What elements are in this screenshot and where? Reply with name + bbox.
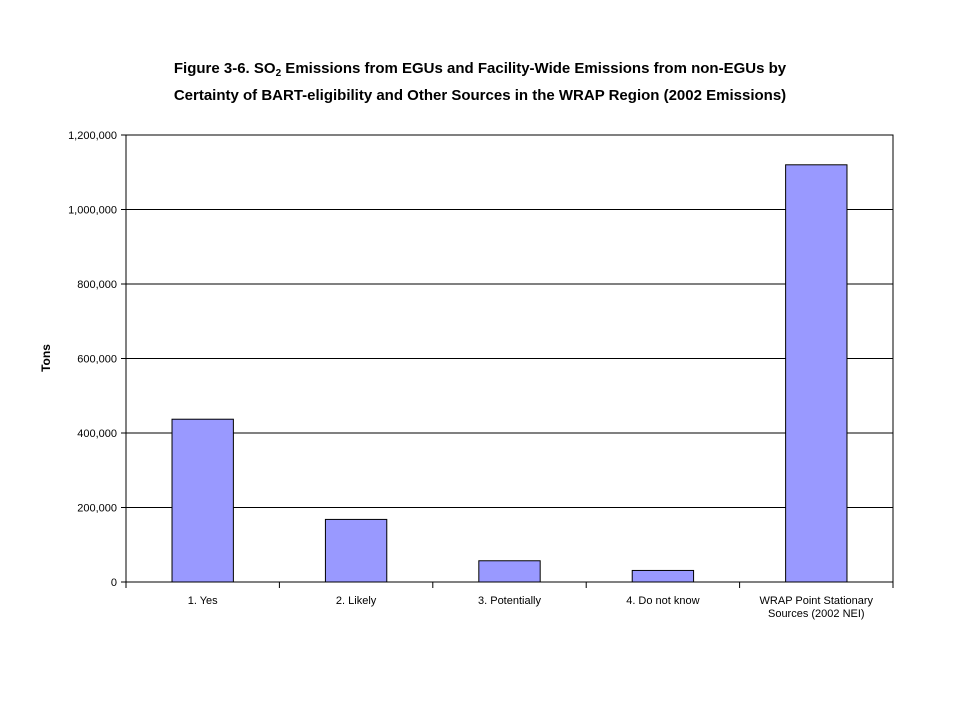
x-tick-label: 2. Likely bbox=[336, 595, 377, 607]
y-axis-label: Tons bbox=[39, 344, 53, 372]
y-tick-label: 800,000 bbox=[77, 279, 117, 291]
bar bbox=[631, 569, 695, 583]
x-tick-label: 1. Yes bbox=[188, 595, 218, 607]
plot-frame bbox=[125, 134, 894, 583]
x-tick-labels: 1. Yes 2. Likely 3. Potentially 4. Do not k… bbox=[188, 595, 874, 620]
x-tick-label-line: 3. Potentially bbox=[478, 595, 541, 607]
y-tick-labels: 0 200,000 400,000 600,000 800,000 1,000,000 1,… bbox=[68, 130, 117, 589]
x-tick-label: 3. Potentially bbox=[478, 595, 541, 607]
x-tick-label: WRAP Point Stationary Sources (2002 NEI) bbox=[760, 595, 874, 620]
chart-title-line-1: Figure 3-6. SO2 Emissions from EGUs and … bbox=[0, 58, 960, 85]
y-tick-label: 200,000 bbox=[77, 503, 117, 515]
title-text-part-1: Figure 3-6. SO bbox=[173, 60, 276, 77]
x-tick-label-line: 1. Yes bbox=[188, 595, 218, 607]
x-tick-label-line: Sources (2002 NEI) bbox=[768, 608, 865, 620]
x-tick-label-line: 4. Do not know bbox=[626, 595, 699, 607]
x-tick-label-line: 2. Likely bbox=[336, 595, 377, 607]
bars bbox=[171, 164, 848, 583]
title-subscript: 2 bbox=[275, 68, 282, 79]
axes bbox=[121, 134, 894, 588]
x-tick-label-line: WRAP Point Stationary bbox=[760, 595, 874, 607]
y-tick-label: 600,000 bbox=[77, 354, 117, 366]
y-tick-label: 0 bbox=[111, 577, 117, 589]
y-tick-label: 1,000,000 bbox=[68, 205, 117, 217]
y-tick-label: 400,000 bbox=[77, 428, 117, 440]
chart-title-line-2: Certainty of BART-eligibility and Other … bbox=[173, 87, 787, 104]
x-tick-label: 4. Do not know bbox=[626, 595, 699, 607]
chart-title: Figure 3-6. SO2 Emissions from EGUs and … bbox=[0, 58, 960, 107]
y-tick-label: 1,200,000 bbox=[68, 130, 117, 142]
bar bbox=[785, 164, 848, 583]
bar bbox=[478, 560, 541, 583]
bar bbox=[324, 518, 388, 583]
title-text-part-2: Emissions from EGUs and Facility-Wide Em… bbox=[281, 60, 787, 77]
bar bbox=[171, 418, 234, 583]
gridlines bbox=[126, 134, 893, 508]
